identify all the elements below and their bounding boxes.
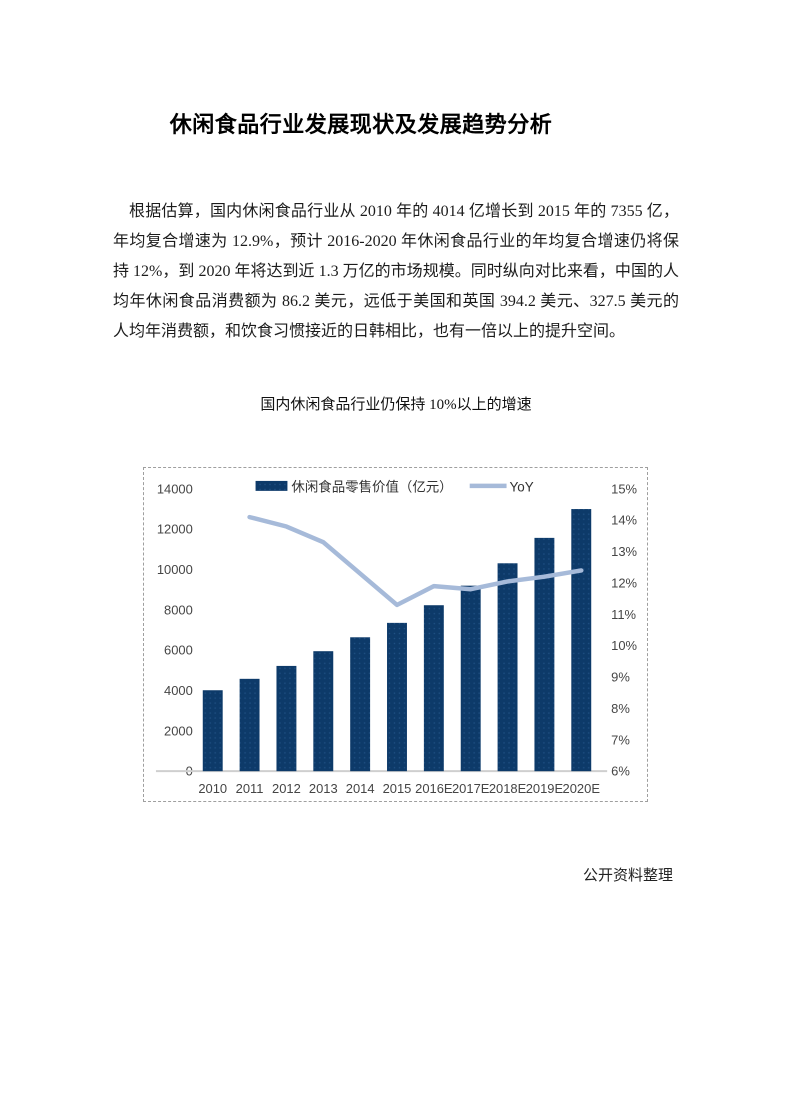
legend-bar-swatch: [255, 480, 288, 491]
bar-2010: [202, 690, 223, 772]
x-axis-label: 2018E: [489, 781, 527, 796]
bar-2014: [350, 637, 371, 772]
left-axis-tick: 14000: [157, 481, 193, 496]
yoy-line: [247, 514, 584, 608]
x-axis-label: 2014: [346, 781, 375, 796]
left-axis-tick: 6000: [164, 643, 193, 658]
bar-2016E: [423, 605, 444, 772]
right-axis-tick: 10%: [611, 638, 637, 653]
chart: 020004000600080001000012000140006%7%8%9%…: [143, 467, 648, 802]
bar-2017E: [460, 585, 481, 772]
right-axis-tick: 11%: [611, 607, 636, 622]
left-axis-tick: 4000: [164, 683, 193, 698]
bar-line-chart: 020004000600080001000012000140006%7%8%9%…: [155, 478, 638, 796]
left-axis-tick: 2000: [164, 723, 193, 738]
left-axis-tick: 8000: [164, 602, 193, 617]
x-axis-label: 2016E: [415, 781, 453, 796]
bar-2012: [276, 665, 297, 772]
body-paragraph: 根据估算，国内休闲食品行业从 2010 年的 4014 亿增长到 2015 年的…: [113, 203, 679, 340]
right-axis-tick: 9%: [611, 670, 630, 685]
x-axis-label: 2017E: [452, 781, 490, 796]
x-axis-label: 2013: [309, 781, 338, 796]
bar-2019E: [534, 537, 555, 772]
left-axis-tick: 12000: [157, 522, 193, 537]
bar-2018E: [497, 563, 518, 772]
right-axis-tick: 13%: [611, 544, 637, 559]
x-axis-label: 2015: [383, 781, 412, 796]
right-axis-tick: 14%: [611, 513, 637, 528]
bar-2015: [387, 622, 407, 772]
x-axis-label: 2010: [198, 781, 227, 796]
bar-2011: [239, 678, 260, 772]
legend-bar-label: 休闲食品零售价值（亿元）: [291, 478, 452, 494]
chart-caption: 国内休闲食品行业仍保持 10%以上的增速: [260, 397, 532, 413]
x-axis-label: 2011: [236, 781, 264, 796]
right-axis-tick: 12%: [611, 575, 637, 590]
x-axis-label: 2020E: [563, 781, 601, 796]
source-note: 公开资料整理: [582, 868, 673, 884]
right-axis-tick: 6%: [611, 764, 630, 779]
page-title: 休闲食品行业发展现状及发展趋势分析: [169, 112, 553, 137]
left-axis-tick: 10000: [157, 562, 193, 577]
right-axis-tick: 8%: [611, 701, 630, 716]
right-axis-tick: 15%: [611, 481, 637, 496]
bar-2020E: [571, 509, 592, 772]
legend-line-label: YoY: [510, 479, 534, 494]
x-axis-label: 2019E: [526, 781, 564, 796]
right-axis-tick: 7%: [611, 732, 630, 747]
bar-2013: [313, 651, 334, 772]
x-axis-label: 2012: [272, 781, 301, 796]
